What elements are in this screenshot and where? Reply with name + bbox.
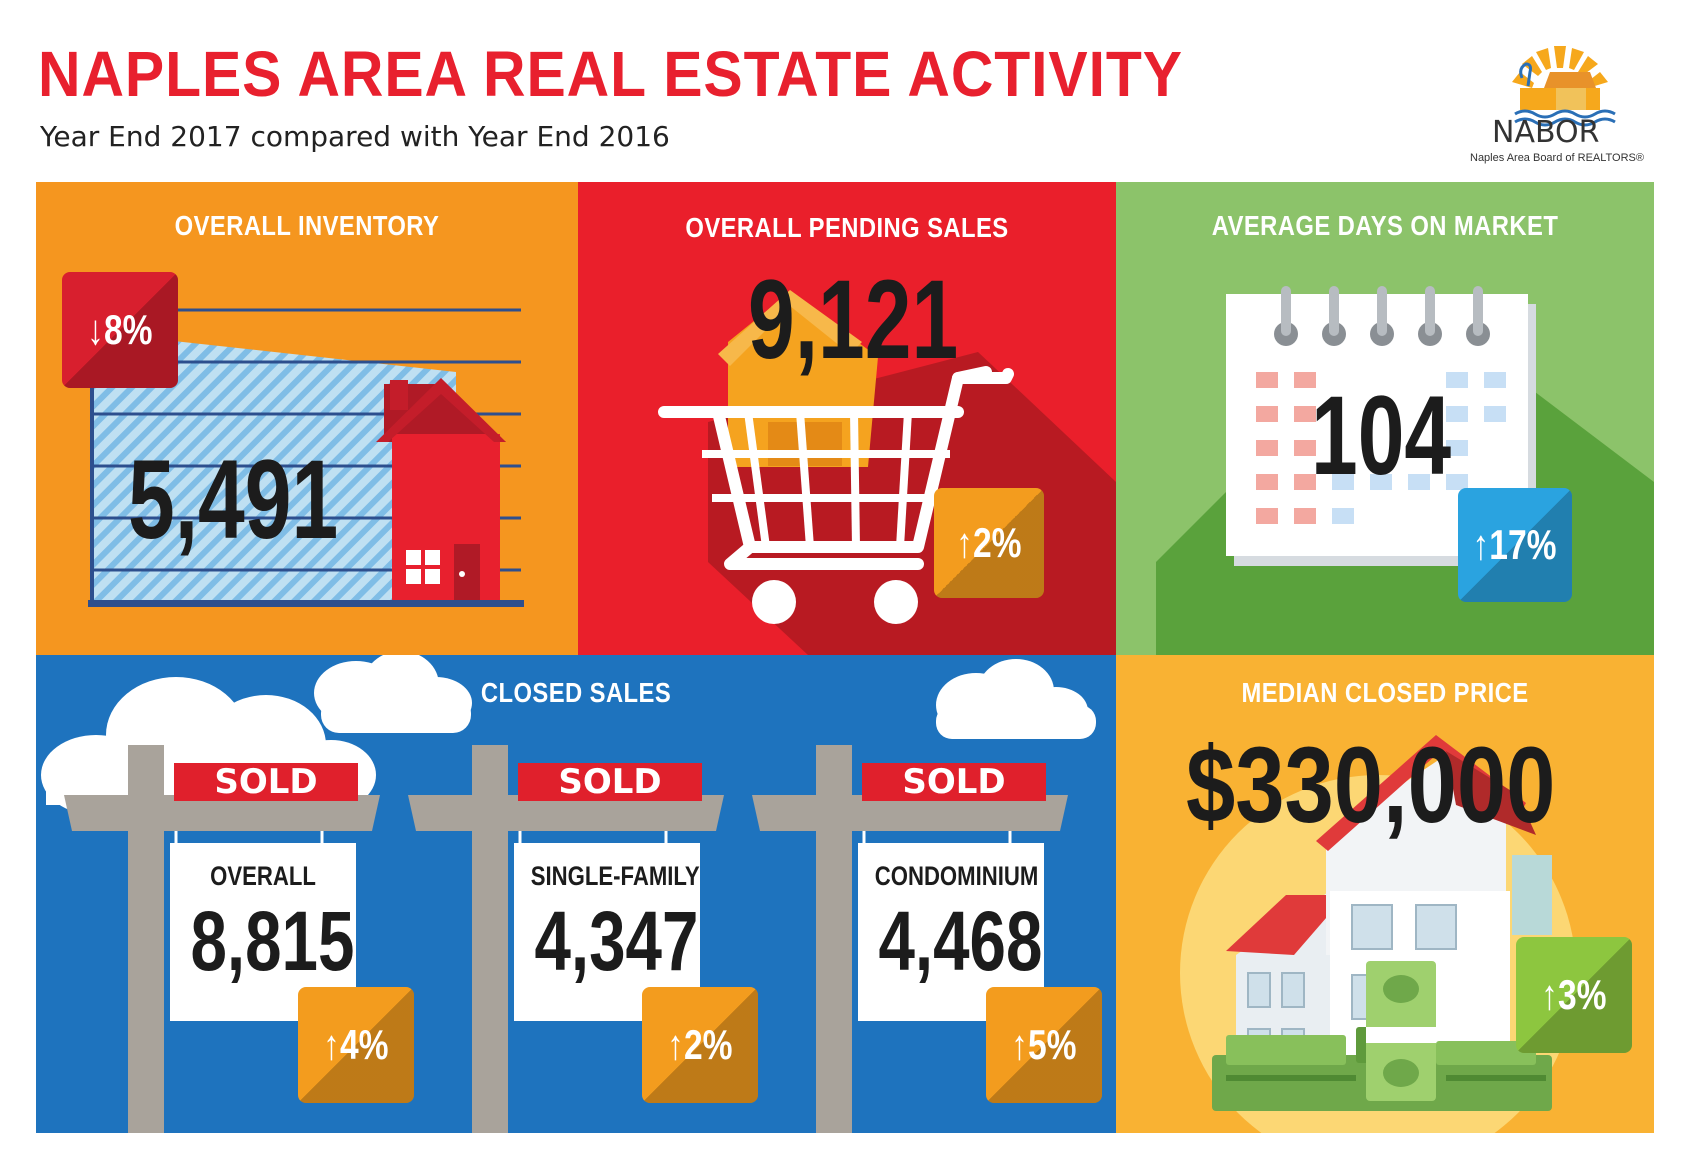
closed-condominium-change: 5% (1028, 1021, 1077, 1068)
median-price-title: MEDIAN CLOSED PRICE (1241, 677, 1529, 708)
median-price-change: 3% (1558, 971, 1607, 1018)
closed-card-condominium: CONDOMINIUM 4,468 (858, 843, 1044, 1021)
arrow-up-icon: ↑ (667, 1021, 685, 1068)
arrow-up-icon: ↑ (1011, 1021, 1029, 1068)
sun-house-heron-logo (1512, 46, 1616, 127)
sold-banner-single-family: SOLD (518, 763, 702, 801)
median-price-change-badge: ↑3% (1516, 937, 1632, 1053)
logo-name: NABOR (1492, 115, 1600, 150)
inventory-panel: OVERALL INVENTORY (36, 182, 578, 655)
median-price-panel: MEDIAN CLOSED PRICE (1116, 655, 1654, 1133)
inventory-value: 5,491 (128, 437, 339, 562)
closed-sales-title: CLOSED SALES (480, 677, 672, 708)
sold-banner-overall: SOLD (174, 763, 358, 801)
closed-value-condominium: 4,468 (878, 894, 1043, 988)
arrow-up-icon: ↑ (1472, 521, 1490, 568)
pending-change: 2% (973, 519, 1022, 566)
days-panel: AVERAGE DAYS ON MARKET (1116, 182, 1654, 655)
house-money-icon (1180, 735, 1576, 1133)
inventory-change-badge: ↓8% (62, 272, 178, 388)
closed-single-family-change-badge: ↑2% (642, 987, 758, 1103)
closed-value-single-family: 4,347 (534, 894, 699, 988)
arrow-up-icon: ↑ (323, 1021, 341, 1068)
closed-condominium-change-badge: ↑5% (986, 987, 1102, 1103)
closed-overall-change: 4% (340, 1021, 389, 1068)
days-title: AVERAGE DAYS ON MARKET (1211, 210, 1559, 241)
closed-single-family-change: 2% (684, 1021, 733, 1068)
closed-label-overall: OVERALL (210, 861, 316, 891)
house-chart-icon (88, 308, 524, 607)
inventory-title: OVERALL INVENTORY (174, 210, 440, 241)
pending-title: OVERALL PENDING SALES (685, 212, 1009, 243)
days-change-badge: ↑17% (1458, 488, 1572, 602)
closed-label-single-family: SINGLE-FAMILY (530, 861, 700, 891)
arrow-up-icon: ↑ (956, 519, 974, 566)
days-value: 104 (1311, 373, 1452, 498)
logo-tagline: Naples Area Board of REALTORS® (1470, 152, 1645, 164)
arrow-up-icon: ↑ (1541, 971, 1559, 1018)
arrow-down-icon: ↓ (87, 306, 105, 353)
median-price-value: $330,000 (1186, 724, 1556, 845)
pending-value: 9,121 (748, 257, 959, 382)
clouds-and-sign-posts (41, 655, 1096, 1133)
pending-panel: OVERALL PENDING SALES 9,121 ↑2% (578, 182, 1116, 655)
days-change: 17% (1489, 521, 1558, 568)
pending-change-badge: ↑2% (934, 488, 1044, 598)
closed-label-condominium: CONDOMINIUM (874, 861, 1039, 891)
closed-sales-panel: CLOSED SALES (36, 655, 1116, 1133)
sold-banner-condominium: SOLD (862, 763, 1046, 801)
closed-value-overall: 8,815 (190, 894, 355, 988)
inventory-change: 8% (104, 306, 153, 353)
closed-overall-change-badge: ↑4% (298, 987, 414, 1103)
page-subtitle: Year End 2017 compared with Year End 201… (40, 120, 670, 153)
closed-card-overall: OVERALL 8,815 (170, 843, 356, 1021)
page-title: NAPLES AREA REAL ESTATE ACTIVITY (38, 38, 1183, 110)
